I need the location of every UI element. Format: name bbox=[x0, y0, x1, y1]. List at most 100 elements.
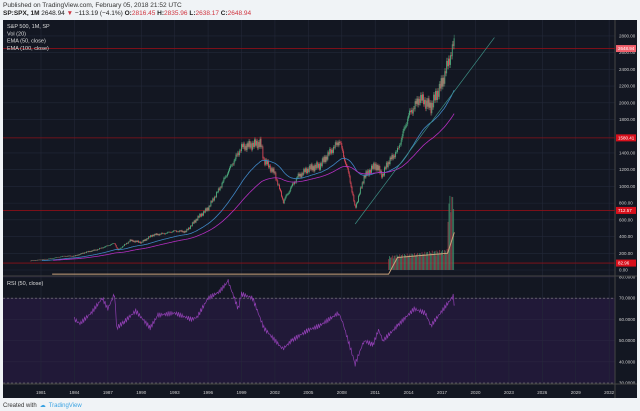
candle bbox=[310, 164, 312, 170]
candle bbox=[172, 231, 174, 233]
candle bbox=[161, 232, 163, 235]
candle bbox=[270, 168, 272, 172]
candle bbox=[311, 164, 313, 171]
volume-bar bbox=[435, 255, 437, 270]
candle bbox=[413, 108, 415, 110]
candle bbox=[84, 252, 86, 254]
time-tick: 1981 bbox=[36, 390, 47, 395]
price-tick: 2200.00 bbox=[619, 84, 636, 89]
volume-bar bbox=[403, 254, 405, 270]
volume-bar bbox=[419, 253, 421, 270]
candle bbox=[304, 169, 306, 173]
price-tick: 600.00 bbox=[619, 217, 633, 222]
candle bbox=[242, 143, 244, 148]
candle bbox=[239, 150, 241, 156]
candle bbox=[255, 140, 257, 146]
candle bbox=[234, 159, 236, 161]
candle bbox=[190, 225, 191, 229]
candle bbox=[381, 170, 383, 178]
candle bbox=[426, 100, 428, 107]
rsi-tick: 50.0000 bbox=[619, 338, 636, 343]
footer: Created with ☁ TradingView bbox=[3, 402, 82, 410]
candle bbox=[217, 188, 219, 193]
tradingview-link[interactable]: TradingView bbox=[48, 402, 82, 409]
time-tick: 2005 bbox=[303, 390, 314, 395]
volume-bar bbox=[429, 252, 431, 270]
candle bbox=[388, 162, 390, 165]
candle bbox=[425, 100, 427, 109]
time-tick: 1996 bbox=[203, 390, 214, 395]
candle bbox=[257, 142, 259, 149]
candle bbox=[321, 158, 323, 166]
tradingview-logo-icon[interactable]: ☁ bbox=[39, 403, 46, 409]
candle bbox=[183, 231, 185, 233]
candle bbox=[83, 252, 85, 254]
candle bbox=[369, 169, 371, 176]
candle bbox=[199, 213, 201, 218]
candle bbox=[179, 230, 181, 232]
high-label: H: bbox=[157, 10, 165, 17]
candle bbox=[122, 246, 124, 248]
time-tick: 2002 bbox=[270, 390, 281, 395]
candle bbox=[101, 247, 103, 249]
candle bbox=[414, 101, 416, 110]
volume-bar bbox=[413, 256, 415, 270]
candle bbox=[367, 170, 369, 175]
candle bbox=[249, 141, 251, 148]
volume-bar bbox=[451, 196, 453, 270]
candle bbox=[208, 205, 210, 211]
volume-bar bbox=[412, 254, 414, 270]
trend-line[interactable] bbox=[354, 37, 495, 225]
candle bbox=[315, 164, 317, 169]
candle bbox=[419, 98, 421, 103]
candle bbox=[241, 144, 242, 152]
candle bbox=[431, 102, 433, 114]
candle bbox=[378, 166, 380, 171]
candle bbox=[102, 247, 104, 249]
candle bbox=[424, 99, 426, 109]
volume-bar bbox=[440, 253, 442, 270]
low-label: L: bbox=[189, 10, 196, 17]
candle bbox=[135, 240, 137, 243]
open-value: 2816.45 bbox=[131, 10, 156, 17]
candle bbox=[173, 230, 175, 232]
candle bbox=[376, 165, 378, 171]
published-note: Published on TradingView.com, February 0… bbox=[3, 2, 182, 9]
candle bbox=[96, 249, 98, 251]
candle bbox=[93, 249, 95, 251]
candle bbox=[166, 232, 168, 234]
candle bbox=[444, 71, 446, 84]
volume-bar bbox=[403, 258, 404, 270]
candle bbox=[334, 142, 336, 148]
candle bbox=[130, 239, 132, 241]
candle bbox=[335, 142, 337, 145]
candle bbox=[301, 173, 303, 178]
candle bbox=[280, 189, 281, 192]
candle bbox=[341, 143, 343, 148]
candle bbox=[390, 157, 392, 160]
candle bbox=[317, 162, 319, 168]
price-chart[interactable]: 1981 1984 1987 1990 1993 1996 1999 2002 2005 2008… bbox=[3, 20, 637, 398]
candle bbox=[277, 180, 279, 185]
volume-bar bbox=[411, 253, 413, 270]
candle bbox=[307, 168, 308, 174]
candle bbox=[373, 163, 375, 169]
candle bbox=[307, 168, 309, 172]
candle bbox=[430, 102, 432, 114]
legend-item: EMA (100, close) bbox=[7, 46, 49, 52]
candle bbox=[355, 205, 357, 208]
candle bbox=[289, 190, 291, 193]
candle bbox=[258, 142, 260, 147]
candle bbox=[156, 233, 158, 235]
candle bbox=[338, 141, 340, 146]
candle bbox=[372, 165, 373, 169]
candle bbox=[285, 195, 287, 198]
volume-bar bbox=[416, 252, 418, 270]
candle bbox=[254, 139, 255, 147]
volume-bar bbox=[426, 252, 428, 270]
volume-bar bbox=[452, 197, 454, 270]
candle bbox=[347, 168, 349, 173]
candle bbox=[271, 168, 273, 172]
volume-bar bbox=[443, 249, 445, 270]
candle bbox=[384, 167, 385, 176]
